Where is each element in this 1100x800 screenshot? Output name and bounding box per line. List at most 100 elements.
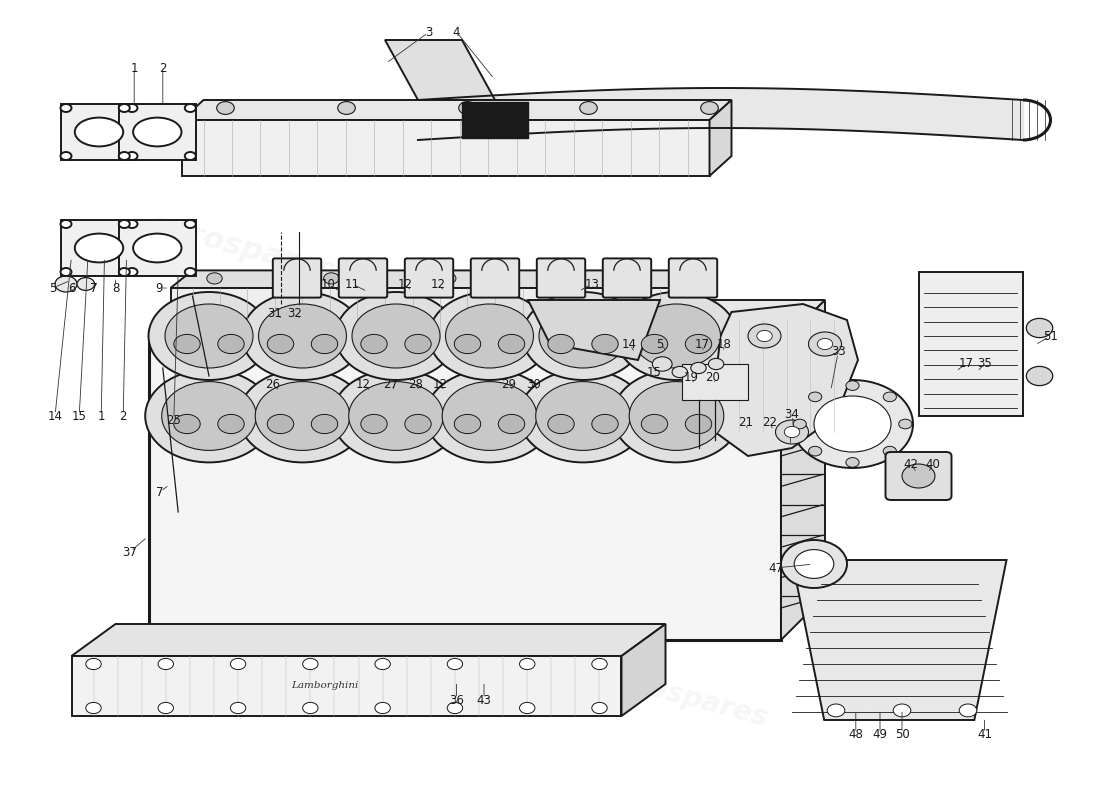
Circle shape bbox=[539, 304, 627, 368]
Circle shape bbox=[446, 304, 534, 368]
Circle shape bbox=[60, 220, 72, 228]
Circle shape bbox=[119, 104, 130, 112]
Bar bbox=[918, 272, 1023, 416]
Circle shape bbox=[426, 370, 553, 462]
Text: 48: 48 bbox=[848, 728, 864, 741]
Polygon shape bbox=[710, 100, 732, 176]
Text: 19: 19 bbox=[683, 371, 698, 384]
Text: 27: 27 bbox=[383, 378, 398, 390]
Polygon shape bbox=[781, 300, 825, 640]
Circle shape bbox=[808, 446, 822, 456]
Text: 33: 33 bbox=[830, 346, 846, 358]
Circle shape bbox=[592, 414, 618, 434]
Circle shape bbox=[405, 334, 431, 354]
Polygon shape bbox=[385, 40, 495, 100]
Text: eurospares: eurospares bbox=[145, 209, 339, 287]
Circle shape bbox=[230, 702, 245, 714]
Circle shape bbox=[846, 381, 859, 390]
Circle shape bbox=[174, 334, 200, 354]
Circle shape bbox=[454, 334, 481, 354]
Circle shape bbox=[519, 370, 647, 462]
Circle shape bbox=[162, 382, 256, 450]
Circle shape bbox=[616, 292, 737, 380]
Circle shape bbox=[519, 702, 535, 714]
Circle shape bbox=[685, 414, 712, 434]
Polygon shape bbox=[148, 300, 825, 344]
Circle shape bbox=[158, 702, 174, 714]
Circle shape bbox=[361, 414, 387, 434]
Text: 4: 4 bbox=[453, 26, 460, 38]
Bar bbox=[60, 104, 138, 160]
Circle shape bbox=[429, 292, 550, 380]
Circle shape bbox=[674, 273, 690, 284]
Bar bbox=[148, 344, 781, 640]
Circle shape bbox=[519, 658, 535, 670]
Text: 9: 9 bbox=[156, 282, 163, 294]
Text: 41: 41 bbox=[977, 728, 992, 741]
Circle shape bbox=[672, 366, 688, 378]
Circle shape bbox=[361, 334, 387, 354]
Text: 15: 15 bbox=[72, 410, 87, 422]
Circle shape bbox=[267, 334, 294, 354]
Circle shape bbox=[302, 658, 318, 670]
Text: 28: 28 bbox=[408, 378, 424, 390]
Text: 14: 14 bbox=[621, 338, 637, 350]
Circle shape bbox=[893, 704, 911, 717]
Circle shape bbox=[883, 392, 896, 402]
Text: 7: 7 bbox=[90, 282, 97, 294]
Text: 37: 37 bbox=[122, 546, 138, 558]
Circle shape bbox=[126, 104, 138, 112]
Circle shape bbox=[352, 304, 440, 368]
Text: 31: 31 bbox=[267, 307, 283, 320]
Circle shape bbox=[784, 426, 800, 438]
Circle shape bbox=[701, 102, 718, 114]
Circle shape bbox=[239, 370, 366, 462]
Text: eurospares: eurospares bbox=[508, 377, 702, 455]
Bar bbox=[60, 220, 138, 276]
Ellipse shape bbox=[133, 234, 182, 262]
Circle shape bbox=[126, 268, 138, 276]
Circle shape bbox=[448, 702, 463, 714]
Bar bbox=[72, 656, 621, 716]
Circle shape bbox=[405, 414, 431, 434]
FancyBboxPatch shape bbox=[669, 258, 717, 298]
Circle shape bbox=[338, 102, 355, 114]
Circle shape bbox=[185, 268, 196, 276]
Bar bbox=[170, 288, 682, 340]
Circle shape bbox=[258, 304, 346, 368]
Circle shape bbox=[757, 330, 772, 342]
Text: 17: 17 bbox=[694, 338, 710, 350]
Text: 6: 6 bbox=[68, 282, 75, 294]
Text: 5: 5 bbox=[50, 282, 56, 294]
Circle shape bbox=[632, 304, 721, 368]
Text: 29: 29 bbox=[500, 378, 516, 390]
Text: 47: 47 bbox=[768, 562, 783, 574]
Circle shape bbox=[255, 382, 350, 450]
Circle shape bbox=[242, 292, 363, 380]
Circle shape bbox=[119, 220, 130, 228]
Circle shape bbox=[808, 332, 842, 356]
Text: 1: 1 bbox=[98, 410, 104, 422]
Text: 43: 43 bbox=[476, 694, 492, 706]
Text: 1: 1 bbox=[131, 62, 138, 74]
Circle shape bbox=[814, 396, 891, 452]
Text: 2: 2 bbox=[120, 410, 127, 422]
FancyBboxPatch shape bbox=[339, 258, 387, 298]
Circle shape bbox=[218, 414, 244, 434]
Circle shape bbox=[827, 704, 845, 717]
Circle shape bbox=[641, 414, 668, 434]
Circle shape bbox=[592, 658, 607, 670]
Text: 40: 40 bbox=[925, 458, 940, 470]
Text: 11: 11 bbox=[344, 278, 360, 290]
Text: 51: 51 bbox=[1043, 330, 1058, 342]
Circle shape bbox=[902, 464, 935, 488]
Circle shape bbox=[442, 382, 537, 450]
Text: 17: 17 bbox=[958, 358, 974, 370]
Circle shape bbox=[165, 304, 253, 368]
Text: 22: 22 bbox=[762, 416, 778, 429]
Text: 3: 3 bbox=[426, 26, 432, 38]
Text: 34: 34 bbox=[784, 408, 800, 421]
Text: 12: 12 bbox=[397, 278, 412, 290]
Circle shape bbox=[332, 370, 460, 462]
Text: 12: 12 bbox=[432, 378, 448, 390]
